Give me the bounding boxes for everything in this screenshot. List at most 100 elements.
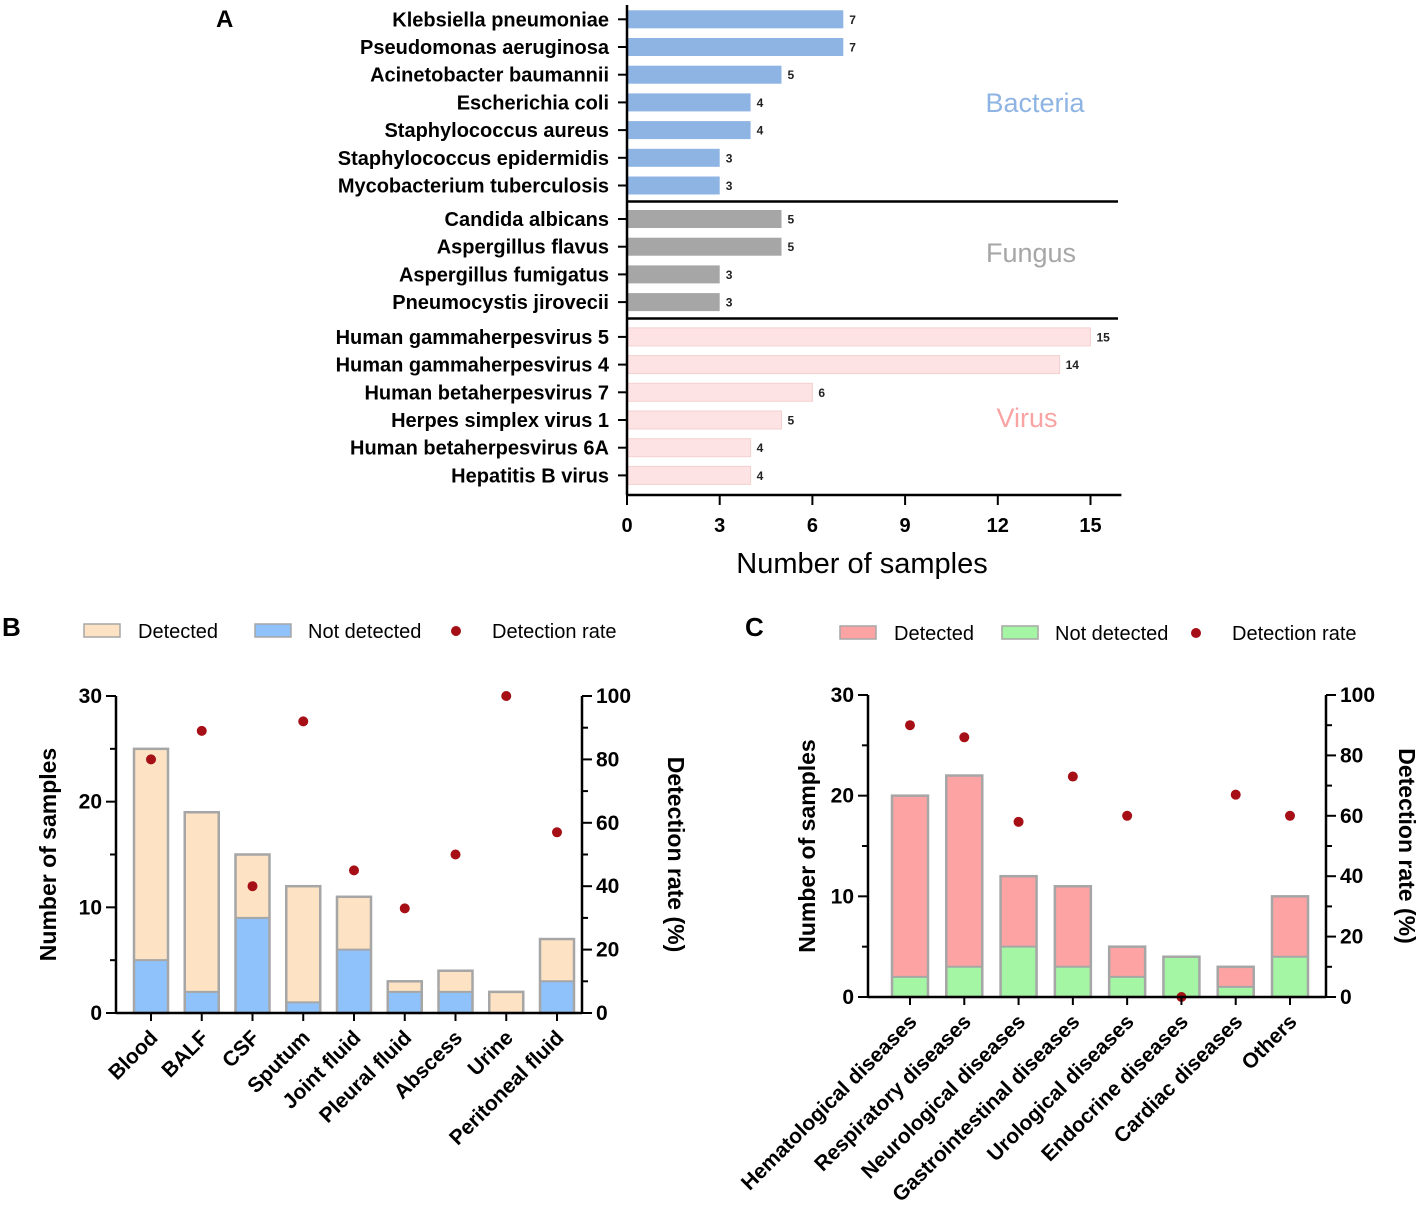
y-tick-label: Aspergillus fumigatus xyxy=(399,264,609,286)
x-axis-title: Number of samples xyxy=(736,548,987,580)
bar-detected xyxy=(1217,966,1254,987)
bar-detected xyxy=(337,896,371,950)
y-tick-label-right: 0 xyxy=(596,1002,608,1025)
y-tick-label: Staphylococcus epidermidis xyxy=(338,148,609,170)
panel-label: B xyxy=(2,612,21,642)
y-tick-label-right: 40 xyxy=(596,875,619,898)
bar-not-detected xyxy=(1163,956,1200,997)
y-tick-label-left: 20 xyxy=(831,785,854,808)
legend-label-not-detected: Not detected xyxy=(1055,623,1168,645)
bar-detected xyxy=(1000,876,1037,947)
bar-detected xyxy=(134,748,168,961)
bar-not-detected xyxy=(1054,966,1091,997)
bar xyxy=(626,410,782,430)
bar-detected xyxy=(1109,946,1146,977)
rate-point xyxy=(501,691,512,701)
y-tick-label-right: 80 xyxy=(596,748,619,771)
bar-detected xyxy=(1272,896,1308,957)
y-tick-label-right: 20 xyxy=(596,939,619,962)
rate-point xyxy=(1122,810,1133,821)
bar xyxy=(627,265,720,284)
y-tick-label: Acinetobacter baumannii xyxy=(370,65,609,87)
bar-detected xyxy=(387,981,422,992)
rate-point xyxy=(552,827,562,838)
rate-point xyxy=(399,903,410,914)
x-tick-label: 6 xyxy=(807,515,818,537)
panel-a-label: A xyxy=(216,6,233,33)
bar-detected xyxy=(184,812,219,992)
rate-point xyxy=(1285,810,1295,821)
y-tick-label-left: 20 xyxy=(79,791,102,814)
group-label: Bacteria xyxy=(985,88,1085,118)
data-label: 7 xyxy=(849,13,856,27)
legend-marker-rate xyxy=(1191,628,1201,638)
bar xyxy=(627,176,720,195)
bar-not-detected xyxy=(387,991,422,1013)
x-tick-label: 9 xyxy=(900,515,911,537)
panel-label: C xyxy=(745,612,764,642)
data-label: 3 xyxy=(726,151,733,165)
bar xyxy=(626,355,1061,375)
x-tick-label: CSF xyxy=(218,1026,264,1072)
y-tick-label-left: 30 xyxy=(831,684,854,707)
legend-label-detected: Detected xyxy=(138,621,218,643)
y-tick-label-left: 30 xyxy=(79,685,102,708)
bar xyxy=(627,10,844,29)
bar xyxy=(626,438,752,458)
y-axis-title-left: Number of samples xyxy=(35,748,61,961)
y-axis-title-left: Number of samples xyxy=(794,739,820,952)
y-tick-label: Herpes simplex virus 1 xyxy=(391,410,609,432)
bar xyxy=(626,327,1091,347)
bar-detected xyxy=(946,775,983,967)
y-tick-label: Candida albicans xyxy=(445,209,610,231)
y-axis-title-right: Detection rate (%) xyxy=(1394,748,1420,944)
x-tick-label: Others xyxy=(1237,1010,1301,1074)
legend-marker-rate xyxy=(451,626,461,636)
bar xyxy=(627,93,751,112)
y-tick-label: Hepatitis B virus xyxy=(451,465,609,487)
bar-not-detected xyxy=(134,960,168,1013)
x-tick-label: 12 xyxy=(987,515,1009,537)
bar-not-detected xyxy=(946,966,983,997)
bar-not-detected xyxy=(1109,976,1146,997)
y-tick-label: Human betaherpesvirus 7 xyxy=(364,382,609,404)
rate-point xyxy=(450,849,461,860)
data-label: 6 xyxy=(818,386,825,400)
data-label: 4 xyxy=(757,96,764,110)
bar-not-detected xyxy=(337,949,371,1013)
y-tick-label: Staphylococcus aureus xyxy=(384,120,609,142)
rate-point xyxy=(1230,789,1241,800)
y-tick-label-left: 10 xyxy=(79,896,102,919)
legend-label-not-detected: Not detected xyxy=(308,621,421,643)
data-label: 3 xyxy=(726,268,733,282)
y-tick-label-left: 10 xyxy=(831,885,854,908)
group-label: Fungus xyxy=(986,238,1076,268)
data-label: 7 xyxy=(849,41,856,55)
legend-label-rate: Detection rate xyxy=(492,621,617,643)
rate-point xyxy=(196,725,207,736)
y-tick-label-right: 40 xyxy=(1340,865,1363,888)
rate-point xyxy=(349,865,359,876)
y-tick-label: Human gammaherpesvirus 4 xyxy=(336,355,610,377)
bar xyxy=(627,293,720,312)
rate-point xyxy=(146,754,156,765)
bar-not-detected xyxy=(1217,986,1254,997)
y-tick-label-right: 20 xyxy=(1340,926,1363,949)
rate-point xyxy=(905,720,915,731)
bar xyxy=(627,210,782,228)
bar-detected xyxy=(438,970,473,992)
bar-detected xyxy=(286,886,321,1003)
rate-point xyxy=(1067,771,1078,782)
data-label: 5 xyxy=(788,213,795,227)
bar xyxy=(627,38,844,56)
bar-detected xyxy=(892,795,928,977)
data-label: 4 xyxy=(757,441,764,455)
y-tick-label: Klebsiella pneumoniae xyxy=(392,9,609,31)
rate-point xyxy=(1013,816,1024,827)
bar-not-detected xyxy=(235,917,270,1013)
bar-not-detected xyxy=(1000,946,1037,997)
bar-detected xyxy=(489,991,524,1013)
bar xyxy=(627,65,782,84)
bar-detected xyxy=(540,939,574,982)
